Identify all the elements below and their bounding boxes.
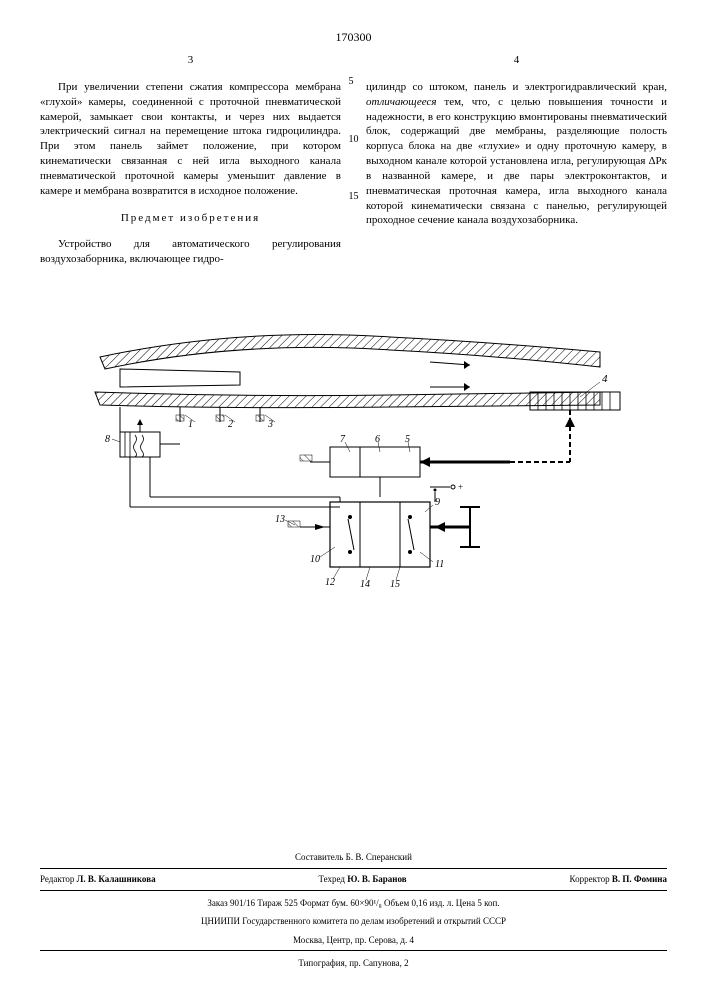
label-11: 11 [435,559,444,570]
org-line2: Москва, Центр, пр. Серова, д. 4 [40,934,667,947]
print-line: Типография, пр. Сапунова, 2 [40,957,667,970]
org-line1: ЦНИИПИ Государственного комитета по дела… [40,915,667,928]
tech-credit: Техред Ю. В. Баранов [318,873,406,886]
label-1: 1 [188,419,193,430]
order-line: Заказ 901/16 Тираж 525 Формат бум. 60×90… [40,897,667,910]
right-para1-end: тем, что, с целью повышения точности и н… [366,96,667,227]
corrector-credit: Корректор В. П. Фомина [570,873,667,886]
label-2: 2 [228,419,233,430]
footer: Составитель Б. В. Сперанский Редактор Л.… [40,845,667,970]
line-markers: 5 10 15 [349,75,359,248]
diagram-svg: 4 1 2 3 8 [40,297,667,617]
left-para2: Устройство для автоматического регулиро­… [40,237,341,267]
label-14: 14 [360,579,370,590]
label-3: 3 [267,419,273,430]
section-title: Предмет изобретения [40,211,341,226]
technical-diagram: 4 1 2 3 8 [40,297,667,617]
left-para1: При увеличении степени сжатия компрес­со… [40,80,341,199]
label-6: 6 [375,434,380,445]
right-para1-italic: отличающееся [366,96,436,108]
credits-row: Редактор Л. В. Калашникова Техред Ю. В. … [40,873,667,886]
right-para1: цилиндр со штоком, панель и электрогидра… [366,80,667,228]
label-10: 10 [310,554,320,565]
compiler-line: Составитель Б. В. Сперанский [40,851,667,864]
line-marker-10: 10 [349,133,359,147]
left-column: 3 При увеличении степени сжатия компрес­… [40,53,341,267]
label-12: 12 [325,577,335,588]
right-column: 4 цилиндр со штоком, панель и электрогид… [366,53,667,267]
label-5: 5 [405,434,410,445]
line-marker-5: 5 [349,75,359,89]
label-15: 15 [390,579,400,590]
label-13: 13 [275,514,285,525]
document-number: 170300 [40,30,667,45]
line-marker-15: 15 [349,190,359,204]
label-8: 8 [105,434,110,445]
right-para1-start: цилиндр со штоком, панель и электрогидра… [366,81,667,93]
label-7: 7 [340,434,346,445]
electrical-plus: + [458,482,463,492]
label-4: 4 [602,373,608,385]
editor-credit: Редактор Л. В. Калашникова [40,873,156,886]
label-9: 9 [435,497,440,508]
left-col-number: 3 [40,53,341,68]
right-col-number: 4 [366,53,667,68]
